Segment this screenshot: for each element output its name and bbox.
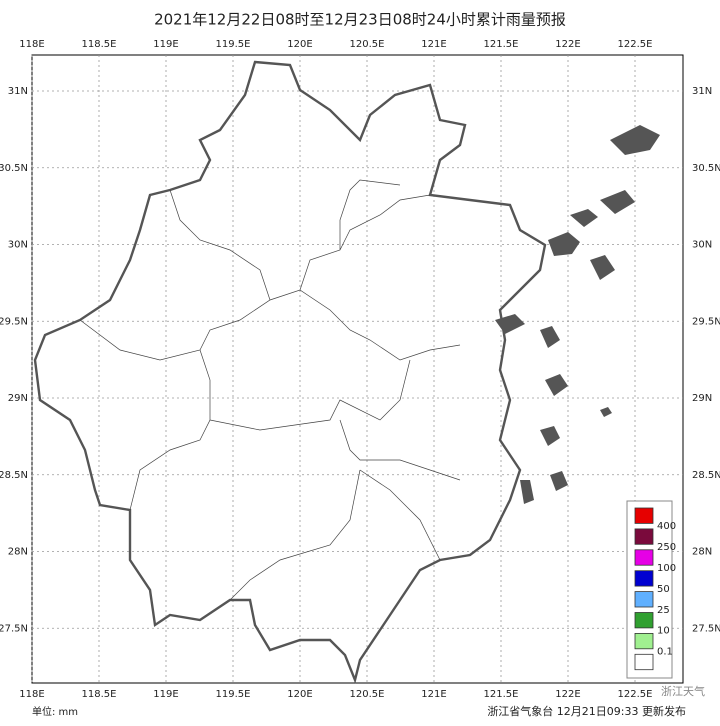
legend-swatch — [634, 591, 654, 608]
lat-label-left: 29.5N — [0, 316, 28, 327]
legend-swatch — [634, 612, 654, 629]
lat-label-right: 29.5N — [692, 316, 720, 327]
lat-label-right: 27.5N — [692, 623, 720, 634]
legend-label: 25 — [657, 605, 670, 616]
lon-label-top: 118.5E — [82, 39, 117, 50]
lat-label-right: 30.5N — [692, 163, 720, 174]
lon-label-bottom: 122.5E — [618, 689, 653, 700]
lon-label-bottom: 121E — [421, 689, 446, 700]
province-outline — [33, 60, 547, 684]
lat-label-left: 28.5N — [0, 470, 28, 481]
lon-label-bottom: 122E — [555, 689, 580, 700]
lon-label-bottom: 120E — [287, 689, 312, 700]
lon-label-bottom: 120.5E — [350, 689, 385, 700]
legend-label: 400 — [657, 521, 676, 532]
lon-label-top: 120E — [287, 39, 312, 50]
lon-label-bottom: 119.5E — [216, 689, 251, 700]
lon-label-top: 121E — [421, 39, 446, 50]
legend-swatch — [634, 528, 654, 545]
legend: 400 250 100 50 25 10 0.1 — [626, 500, 676, 679]
lon-label-top: 122E — [555, 39, 580, 50]
lat-label-left: 29N — [8, 393, 28, 404]
legend-swatch — [634, 570, 654, 587]
lat-label-left: 28N — [8, 547, 28, 558]
lat-label-right: 31N — [692, 86, 712, 97]
lon-label-top: 121.5E — [484, 39, 519, 50]
unit: 单位: mm — [32, 705, 78, 718]
lon-label-bottom: 121.5E — [484, 689, 519, 700]
lat-label-right: 30N — [692, 240, 712, 251]
lat-label-left: 30.5N — [0, 163, 28, 174]
footer: 浙江省气象台 12月21日09:33 更新发布 — [487, 704, 686, 718]
lon-label-top: 120.5E — [350, 39, 385, 50]
lon-label-bottom: 119E — [153, 689, 178, 700]
legend-label: 10 — [657, 626, 670, 637]
lat-label-left: 27.5N — [0, 623, 28, 634]
map-frame — [31, 54, 684, 684]
lon-label-top: 118E — [19, 39, 44, 50]
legend-label: 250 — [657, 542, 676, 553]
legend-label: 100 — [657, 563, 676, 574]
lat-label-right: 29N — [692, 393, 712, 404]
title: 2021年12月22日08时至12月23日08时24小时累计雨量预报 — [154, 11, 566, 29]
legend-swatch — [634, 633, 654, 650]
lon-label-bottom: 118.5E — [82, 689, 117, 700]
lon-label-top: 119E — [153, 39, 178, 50]
lat-label-right: 28N — [692, 547, 712, 558]
lon-label-top: 122.5E — [618, 39, 653, 50]
lat-label-left: 31N — [8, 86, 28, 97]
city-boundaries — [79, 179, 461, 601]
lat-label-right: 28.5N — [692, 470, 720, 481]
watermark: 浙江天气 — [661, 684, 705, 698]
legend-swatch — [634, 507, 654, 524]
lon-label-bottom: 118E — [19, 689, 44, 700]
legend-swatch — [634, 549, 654, 566]
legend-swatch — [634, 653, 654, 671]
legend-label: 50 — [657, 584, 670, 595]
lat-label-left: 30N — [8, 240, 28, 251]
lon-label-top: 119.5E — [216, 39, 251, 50]
legend-label: 0.1 — [657, 647, 673, 658]
